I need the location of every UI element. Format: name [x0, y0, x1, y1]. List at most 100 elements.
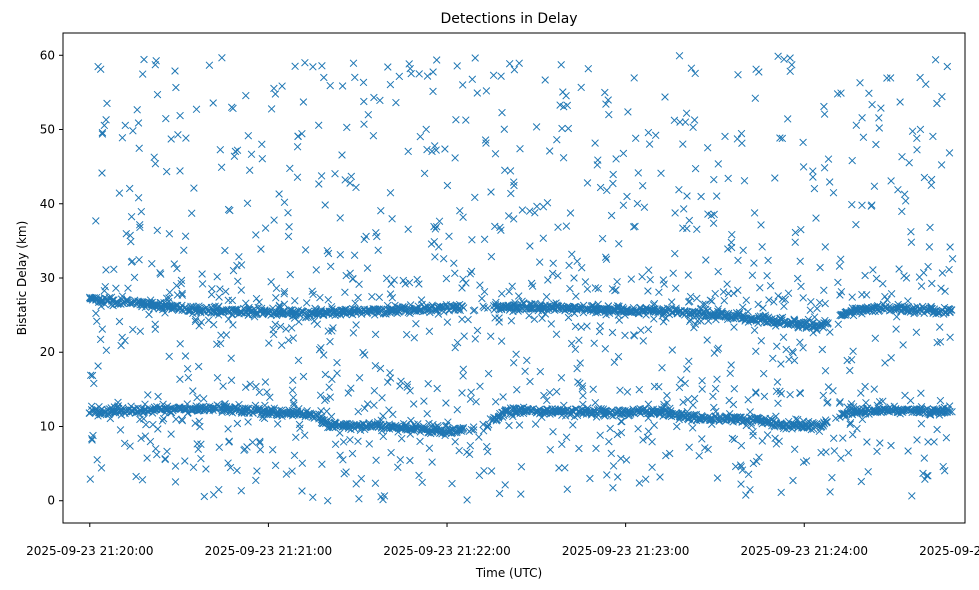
data-point: [552, 387, 561, 396]
data-point: [215, 443, 224, 452]
data-point: [338, 151, 346, 159]
data-point: [754, 300, 762, 309]
data-point: [352, 321, 360, 329]
data-point: [534, 306, 543, 315]
data-point: [844, 410, 853, 418]
data-point: [497, 226, 505, 234]
data-point: [267, 278, 275, 286]
data-point: [378, 394, 386, 402]
data-point: [214, 311, 223, 319]
data-point: [377, 206, 385, 215]
data-point: [793, 415, 802, 424]
data-point: [491, 398, 500, 406]
data-point: [683, 192, 691, 200]
data-point: [280, 300, 289, 309]
data-point: [404, 147, 412, 156]
data-point: [684, 395, 692, 404]
data-point: [799, 138, 807, 147]
data-point: [777, 390, 786, 398]
data-point: [318, 460, 326, 468]
data-point: [557, 61, 565, 69]
data-point: [343, 123, 351, 132]
data-point: [102, 266, 110, 274]
data-point: [579, 392, 587, 400]
data-point: [861, 271, 869, 280]
data-point: [486, 332, 495, 340]
data-point: [904, 447, 912, 455]
data-point: [788, 61, 796, 69]
data-point: [656, 473, 664, 481]
data-point: [704, 317, 713, 325]
data-point: [294, 356, 303, 365]
data-point: [527, 305, 535, 313]
data-point: [913, 146, 921, 154]
data-point: [379, 495, 387, 504]
data-point: [295, 404, 303, 413]
data-point: [403, 380, 412, 389]
data-point: [758, 243, 766, 251]
data-point: [809, 167, 817, 175]
data-point: [658, 312, 666, 320]
data-point: [573, 257, 581, 266]
data-point: [466, 270, 475, 278]
data-point: [392, 98, 400, 107]
data-point: [719, 288, 728, 296]
data-point: [750, 259, 758, 267]
data-point: [114, 398, 122, 407]
data-point: [499, 411, 508, 420]
data-point: [672, 411, 681, 420]
data-point: [908, 492, 916, 500]
data-point: [349, 329, 358, 337]
data-point: [484, 304, 492, 312]
x-axis: 2025-09-23 21:20:00 2025-09-23 21:21:00 20…: [26, 523, 979, 558]
data-point: [848, 156, 856, 165]
data-point: [317, 413, 326, 421]
data-point: [613, 473, 622, 481]
data-point: [351, 73, 359, 82]
data-point: [354, 293, 362, 302]
data-point: [799, 294, 807, 302]
data-point: [368, 292, 376, 301]
data-point: [681, 118, 690, 126]
data-point: [370, 305, 379, 313]
data-point: [899, 341, 907, 349]
data-point: [463, 448, 471, 456]
data-point: [134, 119, 143, 127]
data-point: [124, 284, 132, 292]
data-point: [405, 60, 413, 68]
data-point: [912, 328, 921, 337]
data-point: [749, 459, 758, 468]
data-point: [929, 309, 937, 317]
data-point: [560, 401, 568, 410]
data-point: [370, 401, 378, 410]
data-point: [152, 57, 160, 65]
data-point: [713, 375, 721, 383]
data-point: [554, 223, 562, 231]
data-point: [220, 400, 229, 409]
data-point: [630, 74, 638, 82]
data-point: [913, 134, 921, 143]
data-point: [757, 221, 765, 229]
data-point: [685, 317, 694, 326]
data-point: [327, 302, 336, 311]
data-point: [370, 93, 378, 102]
data-point: [314, 121, 323, 130]
data-point: [247, 150, 256, 159]
data-point: [476, 281, 484, 289]
data-point: [846, 418, 855, 427]
data-point: [357, 474, 366, 483]
data-point: [183, 364, 192, 373]
data-point: [415, 280, 423, 288]
data-point: [583, 404, 592, 412]
data-point: [495, 489, 504, 498]
data-point: [917, 419, 926, 428]
data-point: [677, 376, 685, 384]
data-point: [679, 205, 688, 213]
data-point: [379, 432, 388, 441]
x-tick-label: 2025-09-23 21:20:00: [26, 544, 153, 558]
data-point: [824, 383, 833, 391]
data-point: [564, 124, 573, 133]
data-point: [533, 202, 541, 211]
data-point: [399, 424, 407, 433]
data-point: [322, 394, 331, 403]
